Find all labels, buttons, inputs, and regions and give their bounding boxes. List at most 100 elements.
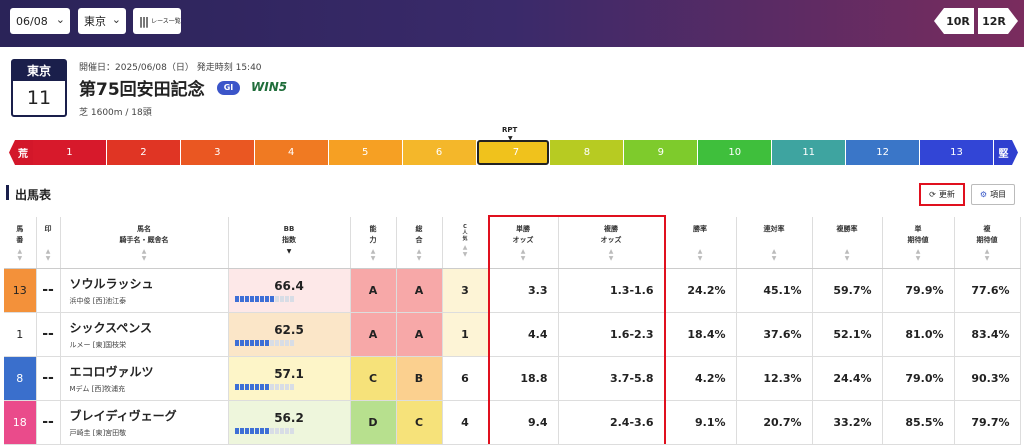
bb-gauge-cell: [279, 427, 284, 434]
bb-gauge-cell: [274, 383, 279, 390]
col-header-total[interactable]: 総合 ▲ ▼: [396, 217, 443, 269]
sort-icon: ▲ ▼: [608, 248, 614, 262]
rpt-segment[interactable]: 2: [106, 140, 180, 165]
rpt-segment[interactable]: 4: [254, 140, 328, 165]
bb-gauge-cell: [284, 339, 289, 346]
bb-gauge-cell: [234, 295, 239, 302]
bb-gauge-cell: [289, 383, 294, 390]
bb-gauge: [234, 295, 344, 302]
col-header-bb[interactable]: BB 指数 ▼: [228, 217, 351, 269]
bb-gauge-cell: [249, 383, 254, 390]
horse-name[interactable]: エコロヴァルツ: [69, 364, 154, 379]
rpt-segment[interactable]: 9: [624, 140, 698, 165]
total-grade: C: [396, 400, 443, 445]
bb-gauge-cell: [249, 427, 254, 434]
rpt-segment[interactable]: 7: [476, 140, 550, 165]
bb-gauge-cell: [239, 427, 244, 434]
col-header-place-odds[interactable]: 複勝 オッズ ▲ ▼: [558, 217, 665, 269]
sort-icon: ▲ ▼: [370, 248, 376, 262]
sort-icon: ▲ ▼: [915, 248, 921, 262]
items-button-label: 項目: [990, 190, 1007, 199]
win-rate: 9.1%: [664, 400, 737, 445]
horse-cell[interactable]: ブレイディヴェーグ戸崎圭 [東]宮田敬: [60, 400, 229, 445]
rpt-segment[interactable]: 3: [180, 140, 254, 165]
horse-cell[interactable]: シックスペンスルメー [東]国枝栄: [60, 312, 229, 357]
col-header-cpop[interactable]: C 人気 ▲ ▼: [442, 217, 489, 269]
horse-name[interactable]: ソウルラッシュ: [69, 276, 154, 291]
chevron-down-icon: ⌄: [111, 13, 121, 26]
table-row[interactable]: 13 -- ソウルラッシュ 浜中俊 [西]池江泰 66.4 A A 3 3.3 1.3-1.6 24…: [4, 268, 1021, 313]
jockey-trainer: 戸崎圭 [東]宮田敬: [69, 428, 127, 437]
update-button[interactable]: ⟳ 更新: [919, 183, 965, 206]
col-header-place-ev[interactable]: 複期待値 ▲ ▼: [954, 217, 1021, 269]
bb-gauge-cell: [259, 427, 264, 434]
venue-select[interactable]: 東京 ⌄: [78, 8, 126, 34]
items-button[interactable]: ⚙ 項目: [971, 184, 1015, 205]
c-popularity: 6: [442, 356, 489, 401]
bb-gauge: [234, 427, 344, 434]
table-row[interactable]: 18 -- ブレイディヴェーグ 戸崎圭 [東]宮田敬 56.2 D C 4 9.4 2.4-3.6…: [4, 400, 1021, 445]
sort-icon: ▲ ▼: [416, 248, 422, 262]
table-row[interactable]: 8 -- エコロヴァルツ Mデム [西]牧浦充 57.1 C B 6 18.8 3.7-5.8 4.…: [4, 356, 1021, 401]
jockey-trainer: ルメー [東]国枝栄: [69, 340, 127, 349]
bb-gauge-cell: [269, 339, 274, 346]
prev-race-button[interactable]: 10R: [934, 8, 974, 34]
bb-gauge-cell: [284, 383, 289, 390]
bb-gauge-cell: [279, 295, 284, 302]
horse-cell[interactable]: ソウルラッシュ 浜中俊 [西]池江泰: [60, 268, 229, 313]
win-odds: 3.3: [488, 268, 559, 313]
ability-grade: A: [350, 312, 397, 357]
mark-select[interactable]: --: [36, 312, 61, 357]
refresh-icon: ⟳: [929, 190, 936, 199]
horse-cell[interactable]: エコロヴァルツ Mデム [西]牧浦充: [60, 356, 229, 401]
rpt-segment[interactable]: 10: [698, 140, 772, 165]
ability-grade: D: [350, 400, 397, 445]
rpt-segment[interactable]: 8: [550, 140, 624, 165]
win-odds: 9.4: [488, 400, 559, 445]
horse-name[interactable]: シックスペンス: [69, 320, 153, 335]
gear-icon: ⚙: [979, 190, 988, 199]
sort-icon: ▲ ▼: [771, 248, 777, 262]
rpt-segment[interactable]: 1: [33, 140, 106, 165]
bb-gauge-cell: [234, 427, 239, 434]
mark-select[interactable]: --: [36, 400, 61, 445]
ability-grade: A: [350, 268, 397, 313]
col-header-mark[interactable]: 印 ▲ ▼: [36, 217, 61, 269]
col-header-horse[interactable]: 馬名 騎手名・厩舎名 ▲ ▼: [60, 217, 229, 269]
date-select[interactable]: 06/08 ⌄: [10, 8, 70, 34]
col-header-place-rate[interactable]: 複勝率 ▲ ▼: [812, 217, 883, 269]
col-header-ability[interactable]: 能力 ▲ ▼: [350, 217, 397, 269]
horse-name[interactable]: ブレイディヴェーグ: [69, 408, 177, 423]
rpt-segment[interactable]: 5: [328, 140, 402, 165]
bb-gauge-cell: [254, 427, 259, 434]
race-list-button[interactable]: ||| レース一覧: [133, 8, 181, 34]
horse-number: 1: [4, 312, 37, 357]
place-expected-value: 79.7%: [954, 400, 1021, 445]
rpt-segment[interactable]: 13: [920, 140, 993, 165]
mark-select[interactable]: --: [36, 356, 61, 401]
table-row[interactable]: 1 -- シックスペンス ルメー [東]国枝栄 62.5 A A 1 4.4 1.6-2.3 18.…: [4, 312, 1021, 357]
rpt-segment[interactable]: 11: [772, 140, 846, 165]
col-header-num[interactable]: 馬番 ▲ ▼: [4, 217, 37, 269]
place-odds: 2.4-3.6: [558, 400, 665, 445]
section-title: 出馬表: [15, 188, 52, 202]
sort-icon: ▲ ▼: [17, 248, 23, 262]
place-expected-value: 77.6%: [954, 268, 1021, 313]
bb-gauge-cell: [249, 339, 254, 346]
col-header-win-odds[interactable]: 単勝 オッズ ▲ ▼: [488, 217, 559, 269]
col-header-quinella-rate[interactable]: 連対率 ▲ ▼: [736, 217, 813, 269]
mark-select[interactable]: --: [36, 268, 61, 313]
col-header-win-rate[interactable]: 勝率 ▲ ▼: [664, 217, 737, 269]
place-odds: 1.6-2.3: [558, 312, 665, 357]
next-race-button[interactable]: 12R: [978, 8, 1018, 34]
c-popularity: 4: [442, 400, 489, 445]
rpt-segment[interactable]: 6: [402, 140, 476, 165]
win-odds: 4.4: [488, 312, 559, 357]
rpt-segment[interactable]: 12: [846, 140, 920, 165]
rpt-left-label: 荒: [9, 140, 33, 165]
total-grade: B: [396, 356, 443, 401]
col-header-win-ev[interactable]: 単期待値 ▲ ▼: [882, 217, 955, 269]
win5-badge: WIN5: [251, 80, 288, 94]
